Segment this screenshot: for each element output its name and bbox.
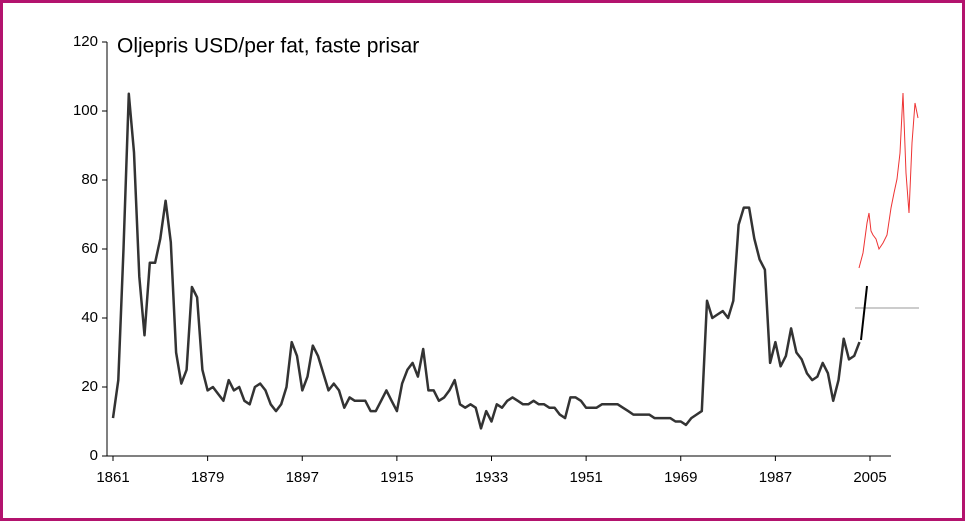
x-tick-label: 1951 (569, 469, 602, 486)
frame: Oljepris USD/per fat, faste prisar 0 20 40… (0, 0, 965, 521)
x-tick-label: 1987 (759, 469, 792, 486)
x-tick-label: 1861 (96, 469, 129, 486)
chart-title: Oljepris USD/per fat, faste prisar (117, 35, 419, 58)
x-tick-label: 1933 (475, 469, 508, 486)
x-tick-label: 1897 (286, 469, 319, 486)
y-tick-label: 80 (81, 171, 98, 188)
y-tick-label: 40 (81, 309, 98, 326)
y-tick-label: 20 (81, 378, 98, 395)
y-tick-label: 100 (73, 102, 98, 119)
line (113, 94, 860, 429)
inset-image (853, 75, 921, 340)
y-tick-label: 60 (81, 240, 98, 257)
x-tick-label: 1969 (664, 469, 697, 486)
x-tick-label: 1915 (380, 469, 413, 486)
x-tick-label: 1879 (191, 469, 224, 486)
y-tick-label: 120 (73, 33, 98, 50)
y-tick-label: 0 (90, 447, 98, 464)
x-tick-label: 2005 (853, 469, 886, 486)
chart: Oljepris USD/per fat, faste prisar 0 20 40… (3, 3, 962, 518)
